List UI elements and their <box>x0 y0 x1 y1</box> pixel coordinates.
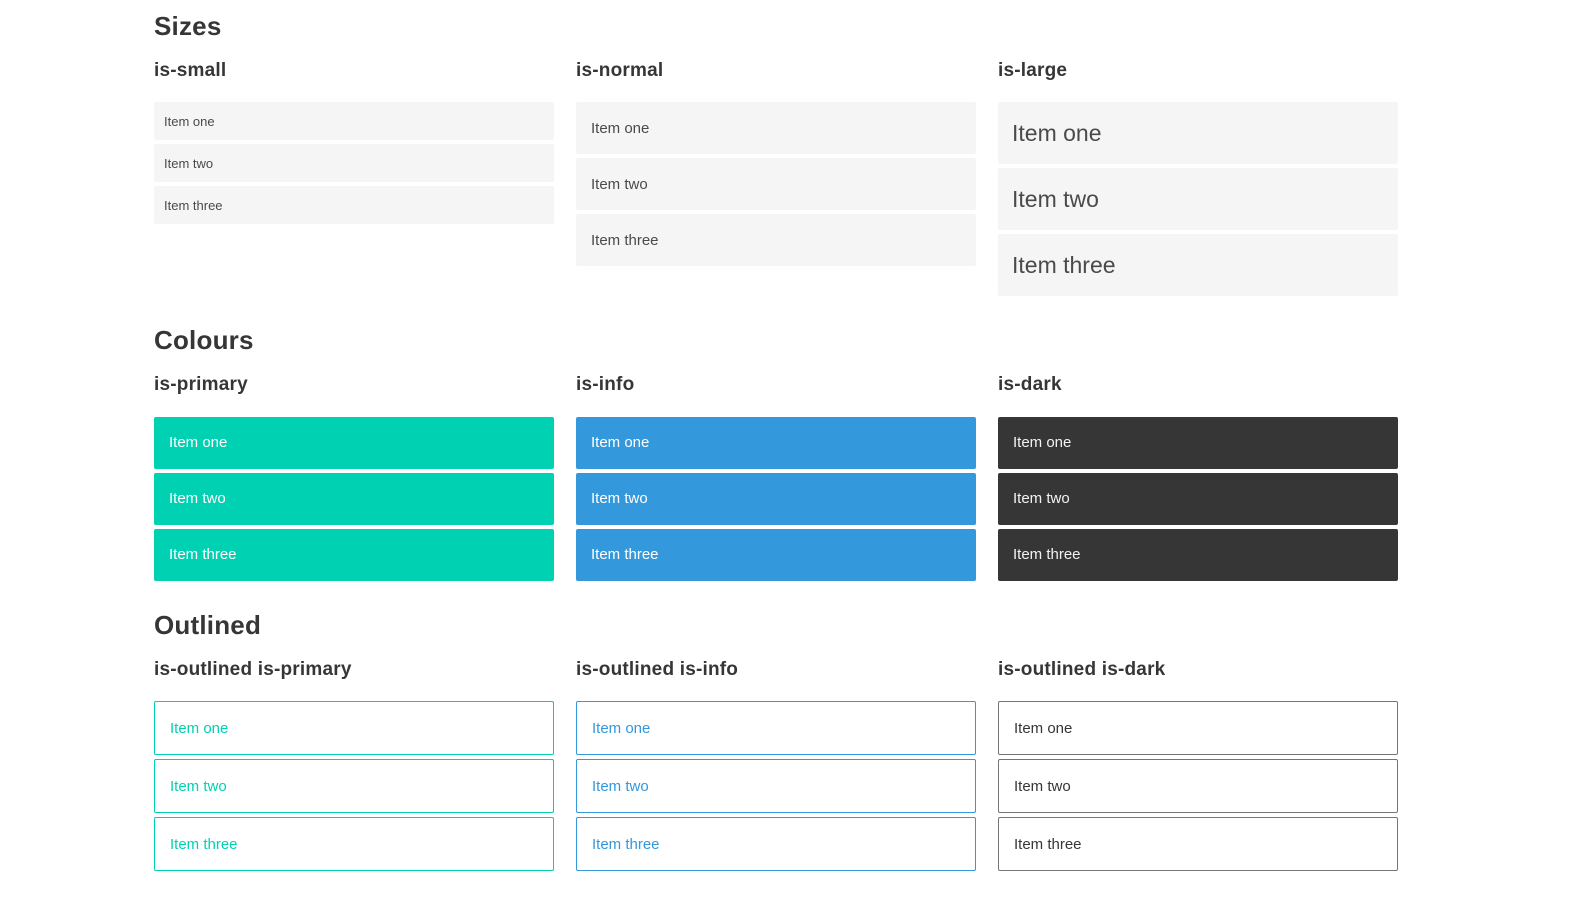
group-label-is-outlined-is-dark: is-outlined is-dark <box>998 658 1166 680</box>
list-item[interactable]: Item two <box>576 472 976 525</box>
section-title-sizes: Sizes <box>154 11 222 41</box>
group-label-is-info: is-info <box>576 374 635 396</box>
group-label-is-outlined-is-info: is-outlined is-info <box>576 658 739 680</box>
list-item[interactable]: Item two <box>154 759 554 814</box>
list-item[interactable]: Item two <box>998 759 1398 814</box>
group-is-outlined-is-primary: is-outlined is-primary Item one Item two… <box>154 658 554 876</box>
list-item[interactable]: Item one <box>998 416 1398 469</box>
list-item[interactable]: Item two <box>154 144 554 183</box>
group-label-is-primary: is-primary <box>154 374 248 396</box>
list-component-demo-page: Sizes is-small Item one Item two Item th… <box>154 12 1398 875</box>
list-item[interactable]: Item two <box>576 759 976 814</box>
section-title-outlined: Outlined <box>154 609 262 640</box>
list-item[interactable]: Item three <box>998 817 1398 872</box>
list-item[interactable]: Item one <box>998 701 1398 756</box>
colours-row: is-primary Item one Item two Item three … <box>154 374 1398 585</box>
list-item[interactable]: Item one <box>154 416 554 469</box>
list-item[interactable]: Item one <box>154 102 554 141</box>
list-item[interactable]: Item three <box>998 234 1398 297</box>
section-title-colours: Colours <box>154 325 254 356</box>
list-item[interactable]: Item two <box>576 158 976 211</box>
sizes-row: is-small Item one Item two Item three is… <box>154 59 1398 301</box>
list-item[interactable]: Item three <box>576 214 976 267</box>
list-item[interactable]: Item two <box>998 472 1398 525</box>
list-item[interactable]: Item one <box>576 102 976 155</box>
outlined-row: is-outlined is-primary Item one Item two… <box>154 658 1398 876</box>
section-outlined: Outlined is-outlined is-primary Item one… <box>154 611 1398 875</box>
group-is-info: is-info Item one Item two Item three <box>576 374 976 585</box>
list-item[interactable]: Item three <box>154 817 554 872</box>
group-label-is-large: is-large <box>998 59 1068 81</box>
group-label-is-normal: is-normal <box>576 59 664 81</box>
list-item[interactable]: Item three <box>154 186 554 225</box>
list-item[interactable]: Item three <box>576 817 976 872</box>
list-item[interactable]: Item two <box>154 472 554 525</box>
group-is-dark: is-dark Item one Item two Item three <box>998 374 1398 585</box>
list-item[interactable]: Item three <box>154 528 554 581</box>
group-is-small: is-small Item one Item two Item three <box>154 59 554 301</box>
list-item[interactable]: Item one <box>998 102 1398 165</box>
list-item[interactable]: Item one <box>576 701 976 756</box>
section-colours: Colours is-primary Item one Item two Ite… <box>154 326 1398 584</box>
group-label-is-outlined-is-primary: is-outlined is-primary <box>154 658 352 680</box>
group-is-primary: is-primary Item one Item two Item three <box>154 374 554 585</box>
group-label-is-dark: is-dark <box>998 374 1062 396</box>
group-is-outlined-is-dark: is-outlined is-dark Item one Item two It… <box>998 658 1398 876</box>
group-is-normal: is-normal Item one Item two Item three <box>576 59 976 301</box>
group-is-large: is-large Item one Item two Item three <box>998 59 1398 301</box>
group-label-is-small: is-small <box>154 59 227 81</box>
list-item[interactable]: Item one <box>154 701 554 756</box>
section-sizes: Sizes is-small Item one Item two Item th… <box>154 12 1398 300</box>
list-item[interactable]: Item three <box>998 528 1398 581</box>
list-item[interactable]: Item three <box>576 528 976 581</box>
list-item[interactable]: Item two <box>998 168 1398 231</box>
list-item[interactable]: Item one <box>576 416 976 469</box>
group-is-outlined-is-info: is-outlined is-info Item one Item two It… <box>576 658 976 876</box>
